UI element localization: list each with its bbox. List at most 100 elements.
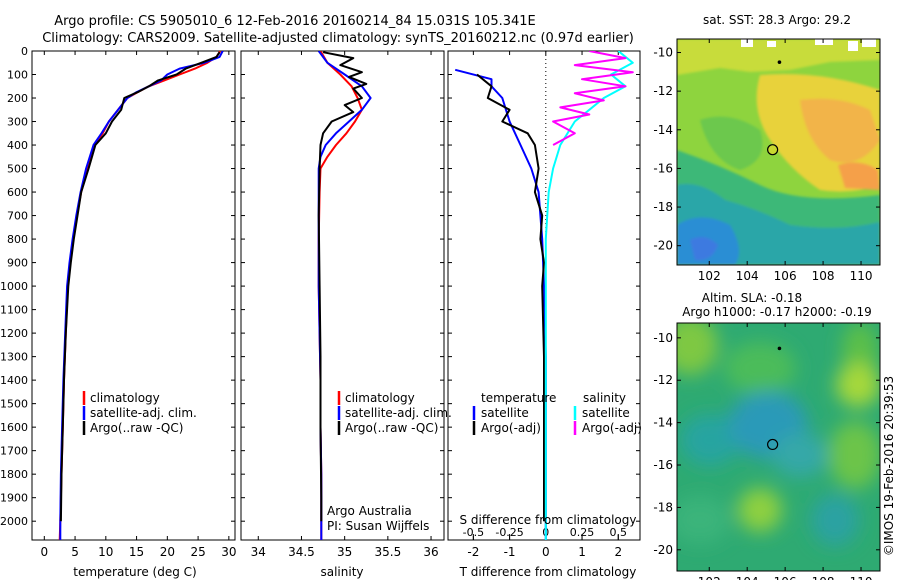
- y-tick-label: 900: [7, 257, 28, 270]
- map-y-tick-label: -10: [653, 331, 673, 345]
- legend-label-argo: Argo(..raw -QC): [345, 421, 438, 435]
- y-tick-label: 600: [7, 186, 28, 199]
- s-tick-label: -0.25: [495, 526, 523, 539]
- map-y-tick-label: -20: [653, 543, 673, 557]
- legend-header-salinity: salinity: [583, 391, 626, 405]
- series-line-t-argo-adj-: [476, 73, 545, 522]
- y-tick-label: 400: [7, 139, 28, 152]
- x-tick-label: -1: [504, 545, 516, 559]
- y-tick-label: 1600: [0, 421, 28, 434]
- difference-legend: temperature salinity satellite Argo(-adj…: [472, 391, 642, 435]
- map-x-tick-label: 108: [812, 269, 835, 283]
- sla-map: [677, 323, 880, 571]
- map-x-tick-label: 104: [736, 575, 759, 580]
- annotation-argo-australia: Argo Australia: [327, 504, 412, 518]
- header-line-1: Argo profile: CS 5905010_6 12-Feb-2016 2…: [54, 14, 536, 29]
- map-y-tick-label: -12: [653, 373, 673, 387]
- map-y-tick-label: -12: [653, 84, 673, 98]
- y-tick-label: 800: [7, 233, 28, 246]
- sst-map-title: sat. SST: 28.3 Argo: 29.2: [703, 13, 851, 27]
- x-tick-label: 1: [578, 545, 586, 559]
- x-tick-label: 15: [129, 545, 144, 559]
- difference-series-group: [454, 51, 634, 540]
- x-tick-label: 2: [614, 545, 622, 559]
- x-tick-label: 35.5: [374, 545, 401, 559]
- island-marker: [777, 60, 782, 64]
- legend-label-s-argo: Argo(-adj): [582, 421, 642, 435]
- sla-map-axes: 102 104 106 108 110 -10 -12 -14 -16 -18 -20: [653, 323, 880, 580]
- island-marker: [777, 346, 782, 351]
- y-tick-label: 2000: [0, 515, 28, 528]
- y-tick-label: 1100: [0, 304, 28, 317]
- y-tick-label: 1500: [0, 398, 28, 411]
- sla-map-subtitle: Argo h1000: -0.17 h2000: -0.19: [682, 305, 872, 319]
- map-y-tick-label: -16: [653, 458, 673, 472]
- map-y-tick-label: -14: [653, 416, 673, 430]
- series-line-argo-raw-qc-: [59, 51, 221, 522]
- x-tick-label: 34.5: [288, 545, 315, 559]
- x-tick-label: -2: [467, 545, 479, 559]
- legend-label-satellite: satellite-adj. clim.: [90, 406, 197, 420]
- map-y-tick-label: -14: [653, 123, 673, 137]
- x-tick-label: 34: [251, 545, 266, 559]
- annotation-pi: PI: Susan Wijffels: [327, 519, 429, 533]
- x-tick-label: 35: [337, 545, 352, 559]
- series-line-argo-raw-qc-: [317, 51, 368, 522]
- temperature-series-group: [58, 51, 224, 540]
- sst-map-axes: 102 104 106 108 110 -10 -12 -14 -16 -18 -20: [653, 39, 880, 283]
- map-markers: [767, 60, 782, 451]
- map-x-tick-label: 106: [774, 269, 797, 283]
- sla-map-title: Altim. SLA: -0.18: [702, 291, 802, 305]
- map-x-tick-label: 102: [698, 575, 721, 580]
- imos-timestamp-label: ©IMOS 19-Feb-2016 20:39:53: [882, 376, 896, 556]
- legend-label-t-satellite: satellite: [481, 406, 529, 420]
- s-tick-label: 0.25: [570, 526, 595, 539]
- x-tick-label: 5: [71, 545, 79, 559]
- legend-label-s-satellite: satellite: [582, 406, 630, 420]
- sla-field: [677, 323, 880, 546]
- sst-field: [677, 39, 880, 265]
- salinity-panel: [240, 50, 445, 541]
- map-y-tick-label: -18: [653, 200, 673, 214]
- y-tick-label: 1000: [0, 280, 28, 293]
- x-tick-label: 20: [160, 545, 175, 559]
- map-x-tick-label: 102: [698, 269, 721, 283]
- lines-layer: [58, 51, 634, 540]
- x-tick-label: 0: [40, 545, 48, 559]
- map-y-tick-label: -20: [653, 239, 673, 253]
- s-difference-axis-label: S difference from climatology: [460, 513, 637, 527]
- y-tick-label: 100: [7, 69, 28, 82]
- x-tick-label: 0: [542, 545, 550, 559]
- legend-label-satellite: satellite-adj. clim.: [345, 406, 452, 420]
- x-tick-label: 30: [221, 545, 236, 559]
- y-tick-label: 1700: [0, 445, 28, 458]
- map-y-tick-label: -16: [653, 161, 673, 175]
- y-tick-label: 0: [21, 45, 28, 58]
- x-tick-label: 36: [423, 545, 438, 559]
- series-line-s-argo-adj-: [552, 51, 634, 146]
- legend-label-t-argo: Argo(-adj): [481, 421, 541, 435]
- temperature-axis-label: temperature (deg C): [73, 565, 196, 579]
- legend-header-temperature: temperature: [481, 391, 556, 405]
- t-difference-axis-label: T difference from climatology: [459, 565, 637, 579]
- y-tick-label: 1200: [0, 327, 28, 340]
- x-tick-label: 10: [98, 545, 113, 559]
- s-tick-label: 0.5: [610, 526, 628, 539]
- y-tick-label: 700: [7, 210, 28, 223]
- sst-map-frame: [676, 38, 881, 266]
- legend-label-climatology: climatology: [90, 391, 160, 405]
- salinity-axis-label: salinity: [320, 565, 363, 579]
- map-x-tick-label: 108: [812, 575, 835, 580]
- map-x-tick-label: 110: [850, 575, 873, 580]
- x-tick-label: 25: [190, 545, 205, 559]
- map-y-tick-label: -18: [653, 500, 673, 514]
- axes-layer: 0100200300400500600700800900100011001200…: [0, 45, 640, 559]
- y-tick-label: 1900: [0, 492, 28, 505]
- y-tick-label: 300: [7, 116, 28, 129]
- argo-profile-marker: [767, 438, 779, 451]
- map-x-tick-label: 104: [736, 269, 759, 283]
- y-tick-label: 500: [7, 163, 28, 176]
- salinity-series-group: [317, 51, 372, 540]
